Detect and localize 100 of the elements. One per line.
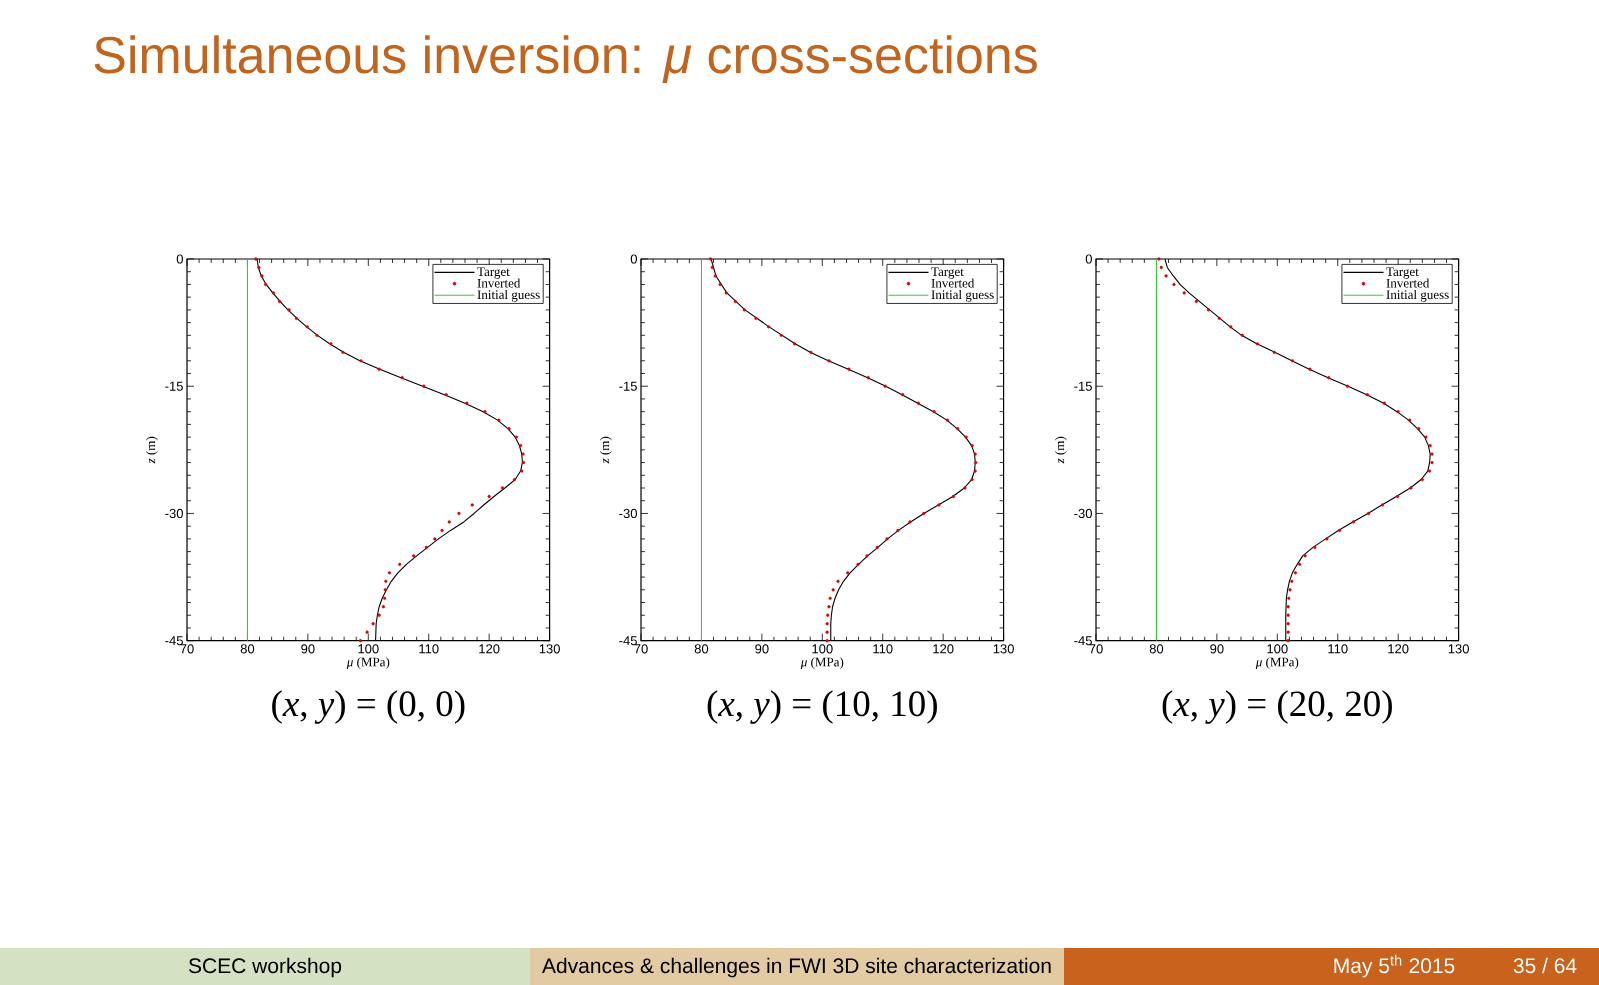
point: [519, 444, 523, 448]
text: SCEC workshop: [188, 957, 342, 978]
x-tick-label: 100: [1267, 644, 1288, 654]
point: [1430, 452, 1434, 456]
text: 35 / 64: [1513, 957, 1577, 974]
x-tick-label: 70: [180, 644, 194, 654]
point: [512, 477, 517, 482]
point: [424, 545, 428, 549]
y-tick-label: -15: [619, 381, 637, 391]
point: [358, 639, 363, 643]
y-tick-label: 0: [630, 254, 637, 264]
point: [932, 410, 936, 414]
y-tick-label: -45: [165, 636, 183, 646]
y-axis-title: z (m): [146, 436, 158, 464]
point: [1293, 571, 1298, 575]
point: [507, 427, 511, 431]
text: (x, y) = (10, 10): [707, 690, 937, 724]
point: [287, 308, 291, 312]
point: [1420, 477, 1424, 482]
point: [400, 376, 404, 380]
point: [964, 435, 968, 439]
point: [377, 367, 381, 371]
point: [277, 299, 282, 303]
point: [896, 528, 900, 533]
legend-label: Initial guess: [477, 289, 540, 302]
x-tick-label: 80: [694, 644, 709, 654]
point: [963, 486, 967, 490]
point: [937, 503, 941, 507]
point: [865, 554, 869, 558]
point: [1290, 359, 1295, 363]
text: (x, y) = (20, 20): [1162, 690, 1392, 724]
point: [522, 460, 526, 465]
point: [1303, 554, 1307, 558]
legend-label: Initial guess: [931, 289, 994, 302]
point: [1290, 579, 1294, 583]
point: [916, 401, 920, 405]
point: [1286, 639, 1290, 643]
x-tick-label: 120: [933, 644, 954, 654]
point: [500, 486, 505, 490]
point: [1428, 444, 1432, 448]
point: [271, 291, 276, 295]
legend-label: Target: [931, 267, 964, 279]
x-tick-label: 90: [755, 644, 769, 654]
y-tick-label: 0: [176, 254, 183, 264]
point: [1380, 503, 1385, 507]
point: [260, 274, 264, 278]
point: [970, 477, 974, 482]
point: [1396, 410, 1400, 414]
point: [970, 444, 974, 448]
point: [422, 384, 426, 388]
point: [1298, 562, 1302, 566]
point: [908, 520, 912, 524]
point: [1366, 511, 1371, 516]
point: [836, 579, 840, 583]
point: [497, 418, 501, 422]
point: [828, 596, 832, 600]
point: [371, 622, 375, 626]
point: [1217, 316, 1221, 320]
point: [305, 325, 309, 329]
point: [974, 460, 978, 465]
text: Simultaneous inversion: μ cross-sections: [94, 35, 1037, 83]
point: [263, 282, 268, 287]
point: [742, 308, 746, 312]
point: [1417, 427, 1421, 431]
point: [1240, 333, 1244, 337]
x-tick-label: 130: [539, 644, 560, 654]
point: [1206, 308, 1211, 312]
point: [520, 469, 524, 473]
point: [846, 571, 850, 575]
y-tick-label: -15: [1074, 381, 1092, 391]
point: [1164, 274, 1168, 278]
point: [387, 571, 392, 575]
point: [341, 350, 345, 354]
point: [826, 613, 830, 617]
point: [922, 511, 926, 516]
point: [1382, 401, 1386, 405]
point: [359, 359, 363, 363]
legend-label: Inverted: [1386, 278, 1430, 288]
x-tick-label: 100: [358, 644, 379, 654]
point: [875, 545, 879, 549]
legend-label: Target: [1386, 267, 1419, 279]
point: [825, 622, 829, 626]
text: May 5$^{th}$ 2015: [1334, 954, 1455, 978]
point: [487, 494, 491, 499]
x-tick-label: 120: [1388, 644, 1409, 654]
point: [827, 605, 831, 609]
point: [1408, 418, 1412, 422]
y-tick-label: 0: [1085, 254, 1092, 264]
point: [514, 435, 518, 439]
x-tick-label: 90: [1210, 644, 1224, 654]
y-tick-label: -45: [1074, 636, 1092, 646]
point: [1337, 528, 1342, 533]
x-axis-title: μ (MPa): [800, 657, 844, 670]
point: [956, 427, 960, 431]
point: [766, 325, 771, 329]
point: [827, 359, 831, 363]
x-tick-label: 110: [1328, 644, 1348, 654]
point: [384, 579, 388, 583]
point: [315, 333, 319, 337]
point: [856, 562, 860, 566]
